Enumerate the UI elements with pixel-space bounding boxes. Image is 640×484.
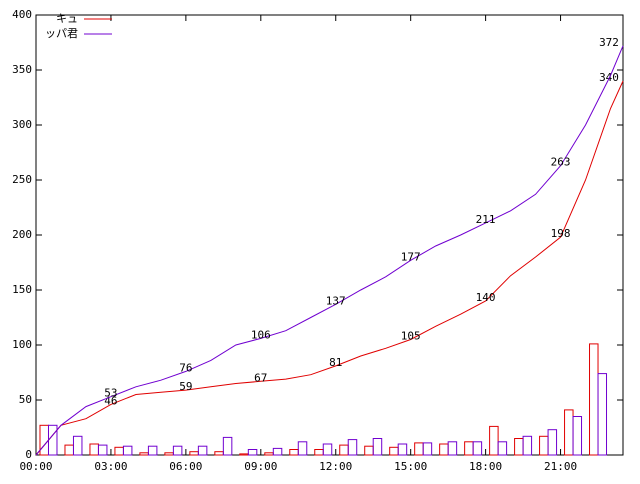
data-label: 105 [401,330,421,343]
x-tick-label: 06:00 [169,460,202,473]
line [35,80,624,456]
bar [89,443,99,456]
bar [489,425,499,456]
y-tick-label: 350 [12,63,32,76]
bar [597,373,608,456]
bar [322,443,333,456]
plot-border [35,14,624,456]
bar [397,443,408,456]
legend-label: ッパ君 [45,27,78,40]
bar [222,436,233,456]
y-tick-label: 250 [12,173,32,186]
bar [547,429,558,456]
bar [439,443,449,456]
bar [414,442,424,456]
x-tick-label: 00:00 [19,460,52,473]
data-label: 263 [551,156,571,169]
legend-label: キュ [56,12,78,25]
bar [289,449,299,456]
bar [247,449,258,456]
bar [272,447,283,456]
bar [122,445,133,456]
y-tick-label: 300 [12,118,32,131]
data-label: 137 [326,294,346,307]
bar [72,435,83,456]
y-tick-label: 100 [12,338,32,351]
data-label: 372 [599,36,619,49]
bar [497,441,508,456]
bar [389,446,399,456]
bar [189,451,199,456]
bar [364,445,374,456]
data-label: 53 [104,387,117,400]
data-label: 177 [401,250,421,263]
data-label: 67 [254,371,267,384]
bar [64,444,74,456]
bar [572,416,583,456]
bar [589,343,599,456]
bar [172,445,183,456]
bar [372,438,383,456]
x-tick-label: 12:00 [319,460,352,473]
y-tick-label: 200 [12,228,32,241]
bar [214,451,224,456]
bar [447,441,458,456]
line [35,45,624,456]
x-tick-label: 09:00 [244,460,277,473]
bar [264,452,274,456]
data-label: 81 [329,356,342,369]
bar [339,444,349,456]
bar [197,445,208,456]
bar [347,439,358,456]
data-label: 198 [551,227,571,240]
bar [239,453,249,456]
data-label: 59 [179,380,192,393]
bar [164,452,174,456]
bar [564,409,574,456]
bar [97,444,108,456]
bar [539,435,549,456]
bar [464,441,474,456]
data-label: 211 [476,213,496,226]
y-tick-label: 0 [25,448,32,461]
bar [147,445,158,456]
data-label: 106 [251,328,271,341]
bar [297,441,308,456]
bar [472,441,483,456]
bar [139,452,149,456]
x-tick-label: 15:00 [394,460,427,473]
data-label: 76 [179,361,192,374]
bar [522,435,533,456]
bar [514,438,524,456]
bar [314,449,324,456]
y-tick-label: 50 [19,393,32,406]
bar [47,424,58,456]
bar [422,442,433,456]
y-tick-label: 150 [12,283,32,296]
y-tick-label: 400 [12,8,32,21]
x-tick-label: 18:00 [469,460,502,473]
x-tick-label: 03:00 [94,460,127,473]
bar [114,446,124,456]
x-tick-label: 21:00 [544,460,577,473]
bar [39,424,49,456]
data-label: 140 [476,291,496,304]
